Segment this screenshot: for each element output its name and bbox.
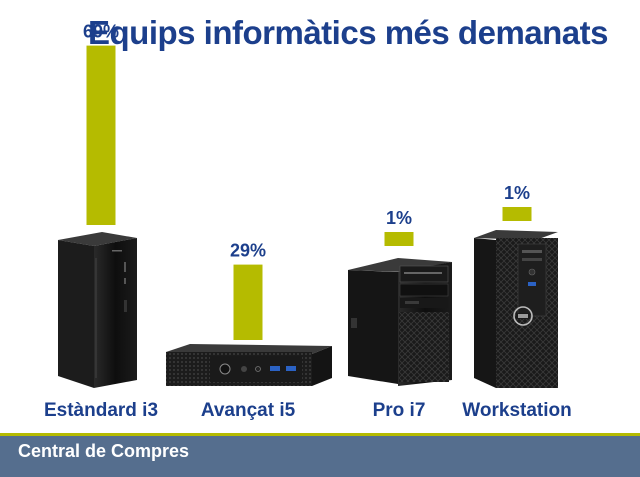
bar-4 (502, 207, 532, 221)
chart-area: 69% Estàndard i3 29% Avançat i5 1% Pro i7 1% Wo… (44, 22, 572, 421)
data-label-2: 29% (230, 241, 266, 261)
category-label-2: Avançat i5 (201, 400, 296, 421)
footer-label: Central de Compres (18, 441, 190, 461)
category-label-1: Estàndard i3 (44, 400, 158, 421)
footer-accent-line (0, 433, 640, 437)
bar-3 (384, 232, 414, 246)
lenovo-sff-tower-image (58, 232, 137, 388)
hp-mini-desktop-image (166, 344, 332, 386)
data-label-3: 1% (386, 208, 412, 228)
data-label-1: 69% (83, 22, 119, 42)
data-label-4: 1% (504, 183, 530, 203)
category-label-3: Pro i7 (373, 400, 426, 421)
chart-title: Equips informàtics més demanats (88, 14, 609, 51)
bar-2 (233, 264, 263, 340)
footer-bar (0, 436, 640, 477)
category-label-4: Workstation (462, 400, 571, 421)
tower-pc-image (348, 258, 452, 386)
bar-1 (86, 45, 116, 225)
dell-workstation-image (474, 230, 558, 388)
